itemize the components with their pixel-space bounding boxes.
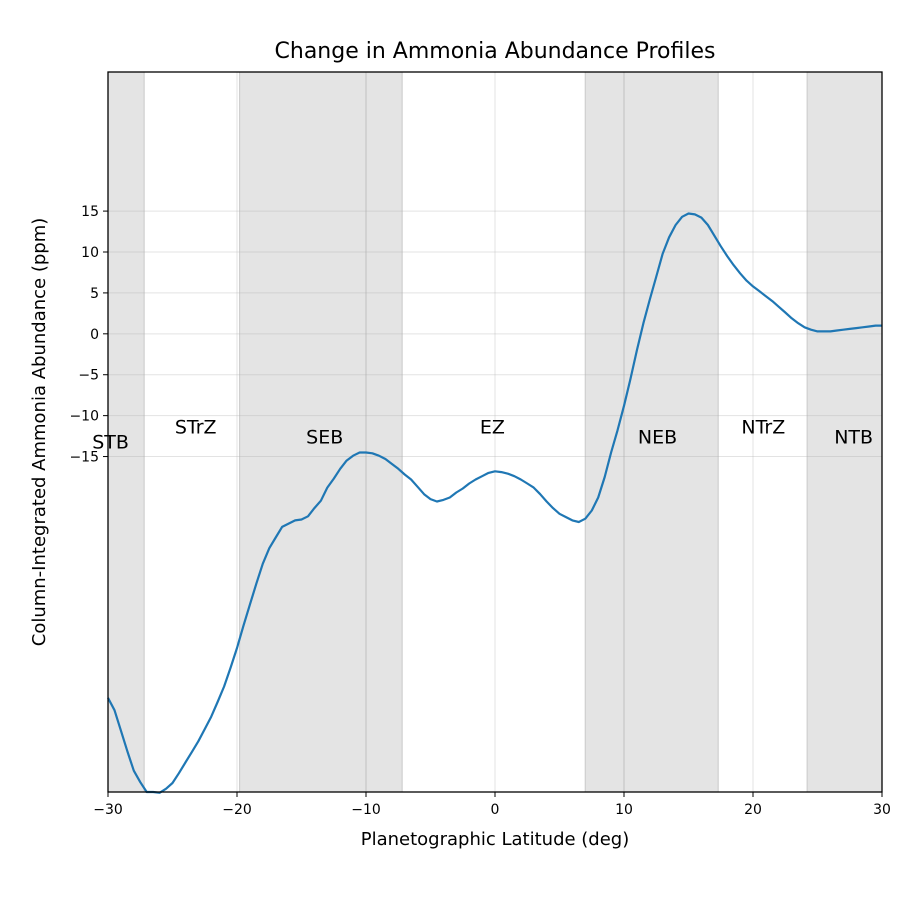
chart-title: Change in Ammonia Abundance Profiles (275, 39, 716, 64)
x-tick-label: 30 (873, 802, 891, 818)
y-tick-label: −10 (69, 409, 99, 425)
x-tick-label: −20 (222, 802, 252, 818)
band-label-neb: NEB (638, 426, 677, 448)
x-tick-label: −30 (93, 802, 123, 818)
series-line-0 (107, 212, 882, 794)
x-tick-label: −10 (351, 802, 381, 818)
latitude-bands (108, 72, 882, 792)
y-tick-label: 15 (81, 204, 99, 220)
band-labels: STB STrZ SEB EZ NEB NTrZ NTB (92, 417, 873, 454)
band-label-stb: STB (92, 431, 129, 453)
band-label-ntrz: NTrZ (741, 417, 785, 439)
shaded-band-2 (585, 72, 719, 792)
shaded-band-1 (239, 72, 403, 792)
y-tick-label: 0 (90, 327, 99, 343)
band-label-ntb: NTB (834, 426, 873, 448)
y-tick-label: 5 (90, 286, 99, 302)
y-tick-label: 10 (81, 245, 99, 261)
shaded-band-0 (108, 72, 145, 792)
y-ticks: 15 10 5 0 −5 −10 −15 (69, 204, 108, 466)
x-tick-label: 20 (744, 802, 762, 818)
y-axis-label: Column-Integrated Ammonia Abundance (ppm… (29, 218, 50, 647)
band-label-strz: STrZ (175, 417, 217, 439)
series-group (107, 212, 882, 794)
band-label-ez: EZ (480, 417, 505, 439)
shaded-band-3 (807, 72, 882, 792)
x-tick-label: 0 (491, 802, 500, 818)
y-tick-label: −15 (69, 450, 99, 466)
x-axis-label: Planetographic Latitude (deg) (361, 829, 630, 850)
x-tick-label: 10 (615, 802, 633, 818)
x-ticks: −30 −20 −10 0 10 20 30 (93, 792, 891, 818)
y-tick-label: −5 (78, 368, 99, 384)
band-label-seb: SEB (306, 426, 343, 448)
